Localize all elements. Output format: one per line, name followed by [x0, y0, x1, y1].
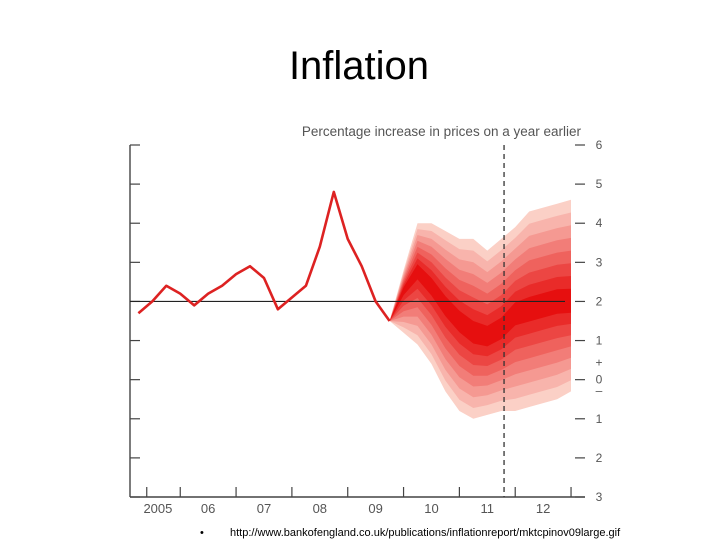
y-tick-label: 0 — [596, 373, 603, 387]
x-tick-label: 11 — [481, 501, 495, 516]
y-tick-label: 4 — [596, 216, 603, 230]
chart-frame — [129, 144, 585, 498]
chart-labels: Percentage increase in prices on a year … — [143, 124, 602, 516]
x-tick-label: 2005 — [143, 501, 172, 516]
y-tick-label: 2 — [596, 294, 603, 308]
y-tick-label: + — [595, 356, 602, 370]
y-tick-label: 3 — [596, 490, 603, 504]
y-tick-label: 3 — [596, 255, 603, 269]
fan-bands — [389, 199, 571, 419]
footer-bullet: • — [200, 527, 204, 539]
x-tick-label: 12 — [536, 501, 550, 516]
y-tick-label: 6 — [596, 138, 603, 152]
source-footer: • http://www.bankofengland.co.uk/publicat… — [200, 527, 620, 539]
x-tick-label: 09 — [368, 501, 382, 516]
y-tick-label: 1 — [596, 412, 603, 426]
y-tick-label: – — [596, 384, 603, 398]
fan-band-8 — [389, 264, 571, 347]
x-tick-label: 08 — [313, 501, 327, 516]
slide-title: Inflation — [288, 44, 430, 88]
y-tick-label: 1 — [596, 334, 603, 348]
y-tick-label: 5 — [596, 177, 603, 191]
x-tick-label: 06 — [201, 501, 215, 516]
source-link[interactable]: http://www.bankofengland.co.uk/publicati… — [230, 527, 621, 539]
x-tick-label: 10 — [424, 501, 438, 516]
history-series — [137, 190, 391, 322]
y-tick-label: 2 — [596, 451, 603, 465]
chart-title: Percentage increase in prices on a year … — [302, 124, 582, 139]
x-tick-label: 07 — [257, 501, 271, 516]
history-line — [137, 190, 391, 322]
